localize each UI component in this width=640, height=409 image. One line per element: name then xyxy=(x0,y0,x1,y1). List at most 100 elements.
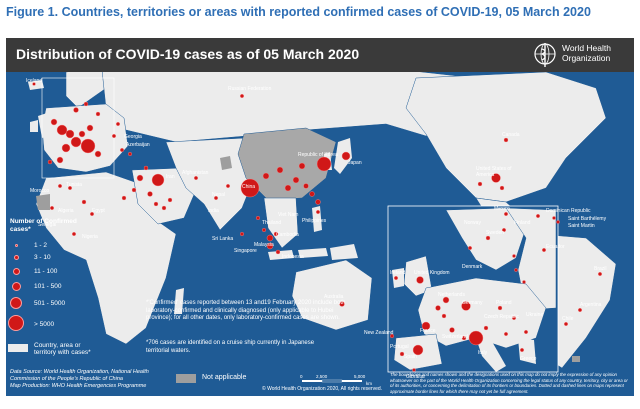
legend-area-swatch xyxy=(8,344,28,352)
not-applicable-label: Not applicable xyxy=(202,374,247,381)
world-map xyxy=(28,67,617,383)
legend-label: > 5000 xyxy=(34,321,55,328)
legend-bubble xyxy=(15,244,18,247)
copyright: © World Health Organization 2020, All ri… xyxy=(262,386,383,392)
label-switzerland: Switzerland xyxy=(442,334,468,340)
label-spain: Spain xyxy=(404,354,417,360)
scale-bar xyxy=(302,379,362,383)
map-panel: Distribution of COVID-19 cases as of 05 … xyxy=(6,38,634,396)
label-greece: Greece xyxy=(520,356,537,362)
legend-bubble xyxy=(10,297,22,309)
who-name-line1: World Health xyxy=(562,43,611,53)
label-malaysia: Malaysia xyxy=(254,242,274,248)
label-cambodia: Cambodia xyxy=(276,232,299,238)
map-header: Distribution of COVID-19 cases as of 05 … xyxy=(6,38,634,72)
label-morocco: Morocco xyxy=(30,188,50,194)
label-dominican-republic: Dominican Republic xyxy=(546,208,591,214)
legend-bubble xyxy=(12,282,21,291)
label-australia: Australia xyxy=(324,294,344,300)
label-norway: Norway xyxy=(464,220,481,226)
legend-area-label: Country, area or territory with cases* xyxy=(34,342,91,356)
legend-bubble xyxy=(8,315,24,331)
data-source: Data Source: World Health Organization, … xyxy=(6,367,171,396)
legend: Number of Confirmed cases* 1 - 2 3 - 10 … xyxy=(6,218,91,368)
who-emblem-icon xyxy=(534,43,556,67)
label-netherlands: Netherlands xyxy=(438,292,465,298)
legend-item: 501 - 5000 xyxy=(6,297,86,312)
label-sweden: Sweden xyxy=(486,230,505,236)
case-bubbles xyxy=(32,82,603,372)
label-italy: Italy xyxy=(478,350,488,356)
label-sri-lanka: Sri Lanka xyxy=(212,236,234,242)
label-poland: Poland xyxy=(496,300,512,306)
label-ecuador: Ecuador xyxy=(546,244,565,250)
label-tunisia: Tunisia xyxy=(66,182,82,188)
label-indonesia: Indonesia xyxy=(282,254,304,260)
figure-title: Figure 1. Countries, territories or area… xyxy=(6,5,591,19)
label-ireland: Ireland xyxy=(390,270,406,276)
map-title: Distribution of COVID-19 cases as of 05 … xyxy=(16,46,360,62)
label-philippines: Philippines xyxy=(302,218,327,224)
scale-label-0: 0 xyxy=(300,374,303,379)
legend-item: 3 - 10 xyxy=(6,252,86,266)
legend-label: 1 - 2 xyxy=(34,242,48,249)
confirmed-cases-note: *'Confirmed' cases reported between 13 a… xyxy=(146,300,346,321)
legend-item: > 5000 xyxy=(6,315,86,332)
label-japan: Japan xyxy=(348,160,362,166)
label-algeria: Algeria xyxy=(58,208,74,214)
disclaimer: The boundaries and names shown and the d… xyxy=(390,372,628,394)
label-uk: United Kingdom xyxy=(414,270,450,276)
not-applicable-swatch xyxy=(176,374,196,383)
legend-item: 1 - 2 xyxy=(6,240,86,254)
legend-label: 11 - 100 xyxy=(34,268,58,275)
label-saint-barthelemy: Saint Barthélemy xyxy=(568,216,607,222)
label-singapore: Singapore xyxy=(234,248,257,254)
legend-bubble xyxy=(14,255,19,260)
legend-item: 101 - 500 xyxy=(6,282,86,296)
label-korea: Republic of Korea xyxy=(298,152,338,158)
label-afghanistan: Afghanistan xyxy=(182,170,209,176)
label-czech-republic: Czech Republic xyxy=(484,314,520,320)
legend-label: 101 - 500 xyxy=(34,283,62,290)
label-usa: United States of America xyxy=(476,166,512,178)
label-nepal: Nepal xyxy=(212,192,226,198)
label-azerbaijan: Azerbaijan xyxy=(126,142,150,148)
legend-title: Number of Confirmed cases* xyxy=(10,218,77,233)
scale-label-5000: 5,000 xyxy=(354,374,366,379)
label-france: France xyxy=(420,328,436,334)
who-name-line2: Organization xyxy=(562,53,611,63)
label-egypt: Egypt xyxy=(92,208,105,214)
label-gibraltar: Gibraltar xyxy=(406,374,426,380)
label-russia: Russian Federation xyxy=(228,86,272,92)
label-portugal: Portugal xyxy=(390,344,409,350)
label-india: India xyxy=(208,208,219,214)
map-production-text: Map Production: WHO Health Emergencies P… xyxy=(10,383,147,389)
label-saint-martin: Saint Martin xyxy=(568,223,595,229)
label-thailand: Thailand xyxy=(262,220,282,226)
label-chile: Chile xyxy=(562,316,574,322)
label-ukraine: Ukraine xyxy=(526,312,544,318)
label-argentina: Argentina xyxy=(580,302,602,308)
label-iceland: Iceland xyxy=(26,78,43,84)
scale-unit: km xyxy=(366,381,372,386)
label-new-zealand: New Zealand xyxy=(364,330,394,336)
label-brazil: Brazil xyxy=(594,266,607,272)
label-finland: Finland xyxy=(514,220,531,226)
scale-label-2500: 2,500 xyxy=(316,374,328,379)
legend-label: 3 - 10 xyxy=(34,254,51,261)
label-senegal: Senegal xyxy=(38,222,57,228)
label-germany: Germany xyxy=(462,300,483,306)
label-china: China xyxy=(242,184,256,190)
legend-item: 11 - 100 xyxy=(6,266,86,280)
who-name: World Health Organization xyxy=(562,43,632,63)
label-denmark: Denmark xyxy=(462,264,483,270)
data-source-text: Data Source: World Health Organization, … xyxy=(10,369,149,382)
label-nigeria: Nigeria xyxy=(82,234,98,240)
label-georgia: Georgia xyxy=(124,134,142,140)
legend-bubble xyxy=(13,268,20,275)
cruise-ship-note: *706 cases are identified on a cruise sh… xyxy=(146,340,315,354)
label-viet-nam: Viet Nam xyxy=(278,212,299,218)
label-canada: Canada xyxy=(502,132,520,138)
legend-label: 501 - 5000 xyxy=(34,300,66,307)
label-mexico: Mexico xyxy=(494,206,510,212)
